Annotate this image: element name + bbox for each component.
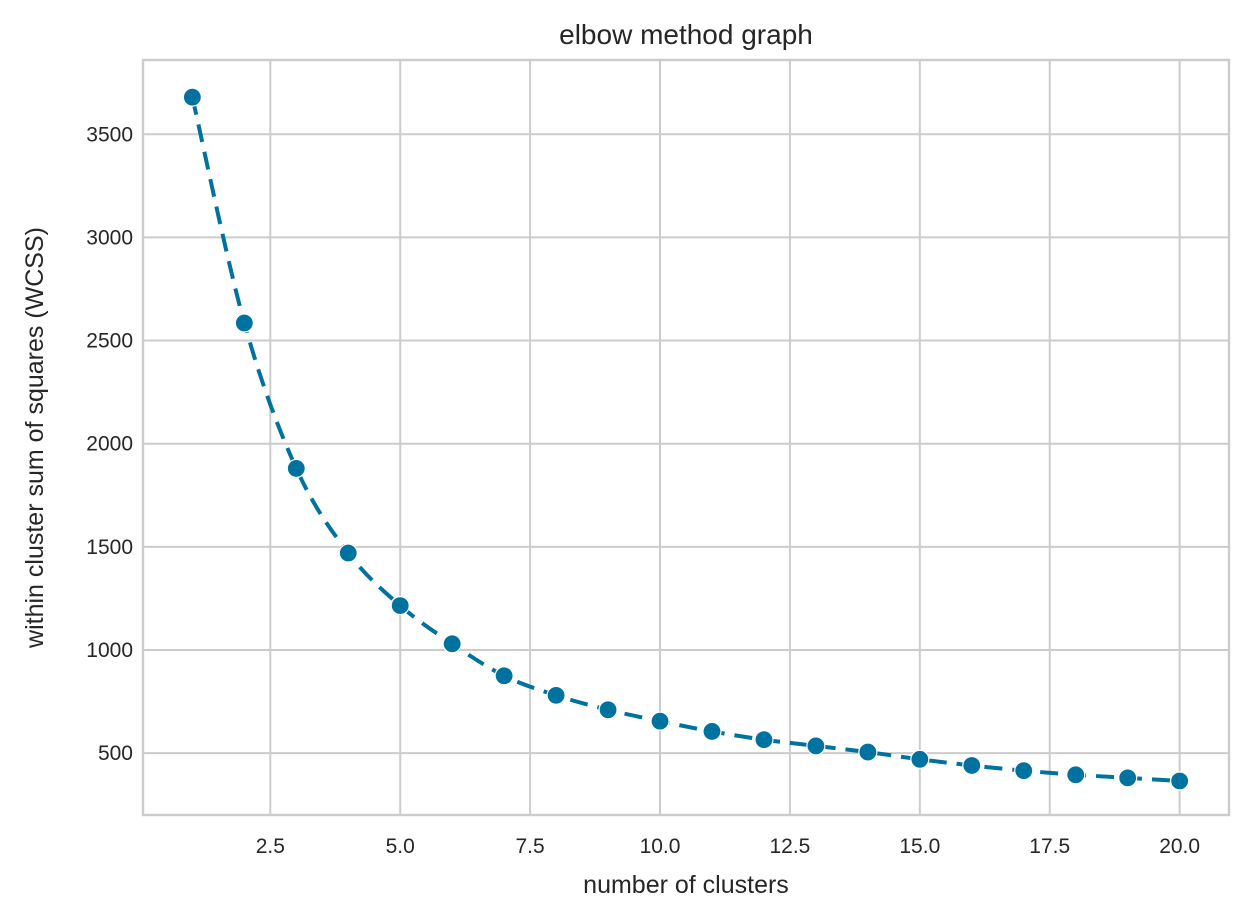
wcss-series-line [190, 96, 1180, 783]
x-tick-label: 7.5 [516, 835, 545, 858]
y-tick-label: 2500 [86, 330, 133, 353]
y-tick-label: 2000 [86, 433, 133, 456]
y-gridlines [143, 133, 1229, 755]
chart-title: elbow method graph [559, 19, 813, 50]
x-tick-label: 17.5 [1029, 835, 1070, 858]
x-axis-title: number of clusters [583, 871, 789, 899]
x-tick-label: 15.0 [899, 835, 940, 858]
x-tick-label: 2.5 [256, 835, 285, 858]
data-point [182, 87, 202, 107]
data-point [806, 736, 826, 756]
x-tick-label: 12.5 [769, 835, 810, 858]
data-point [234, 313, 254, 333]
data-point [962, 755, 982, 776]
x-tick-label: 20.0 [1159, 835, 1200, 858]
x-tick-label: 5.0 [386, 835, 415, 858]
data-point [1170, 771, 1190, 791]
data-point [338, 543, 358, 563]
y-tick-label: 1000 [86, 639, 133, 662]
x-gridlines [269, 60, 1181, 815]
data-point [390, 596, 410, 616]
plot-frame [141, 58, 1231, 817]
data-point [754, 730, 774, 750]
data-point [910, 749, 930, 769]
wcss-series-markers [182, 87, 1190, 791]
x-tick-labels: 2.5 5.0 7.5 10.0 12.5 15.0 17.5 20.0 [256, 835, 1200, 858]
y-tick-labels: 500 1000 1500 2000 2500 3000 3500 [86, 123, 133, 765]
data-point [650, 711, 670, 731]
data-point [702, 721, 722, 742]
data-point [1066, 765, 1086, 785]
y-axis-title: within cluster sum of squares (WCSS) [21, 227, 49, 649]
data-point [442, 634, 462, 654]
y-tick-label: 3000 [86, 226, 133, 249]
data-point [598, 700, 618, 720]
x-tick-label: 10.0 [640, 835, 681, 858]
data-point [858, 742, 878, 762]
data-point [546, 685, 566, 705]
y-tick-label: 1500 [86, 536, 133, 559]
y-tick-label: 3500 [86, 123, 133, 146]
data-point [1118, 768, 1138, 788]
data-point [286, 458, 306, 479]
data-point [494, 666, 514, 686]
data-point [1014, 761, 1034, 781]
y-tick-label: 500 [98, 742, 133, 765]
